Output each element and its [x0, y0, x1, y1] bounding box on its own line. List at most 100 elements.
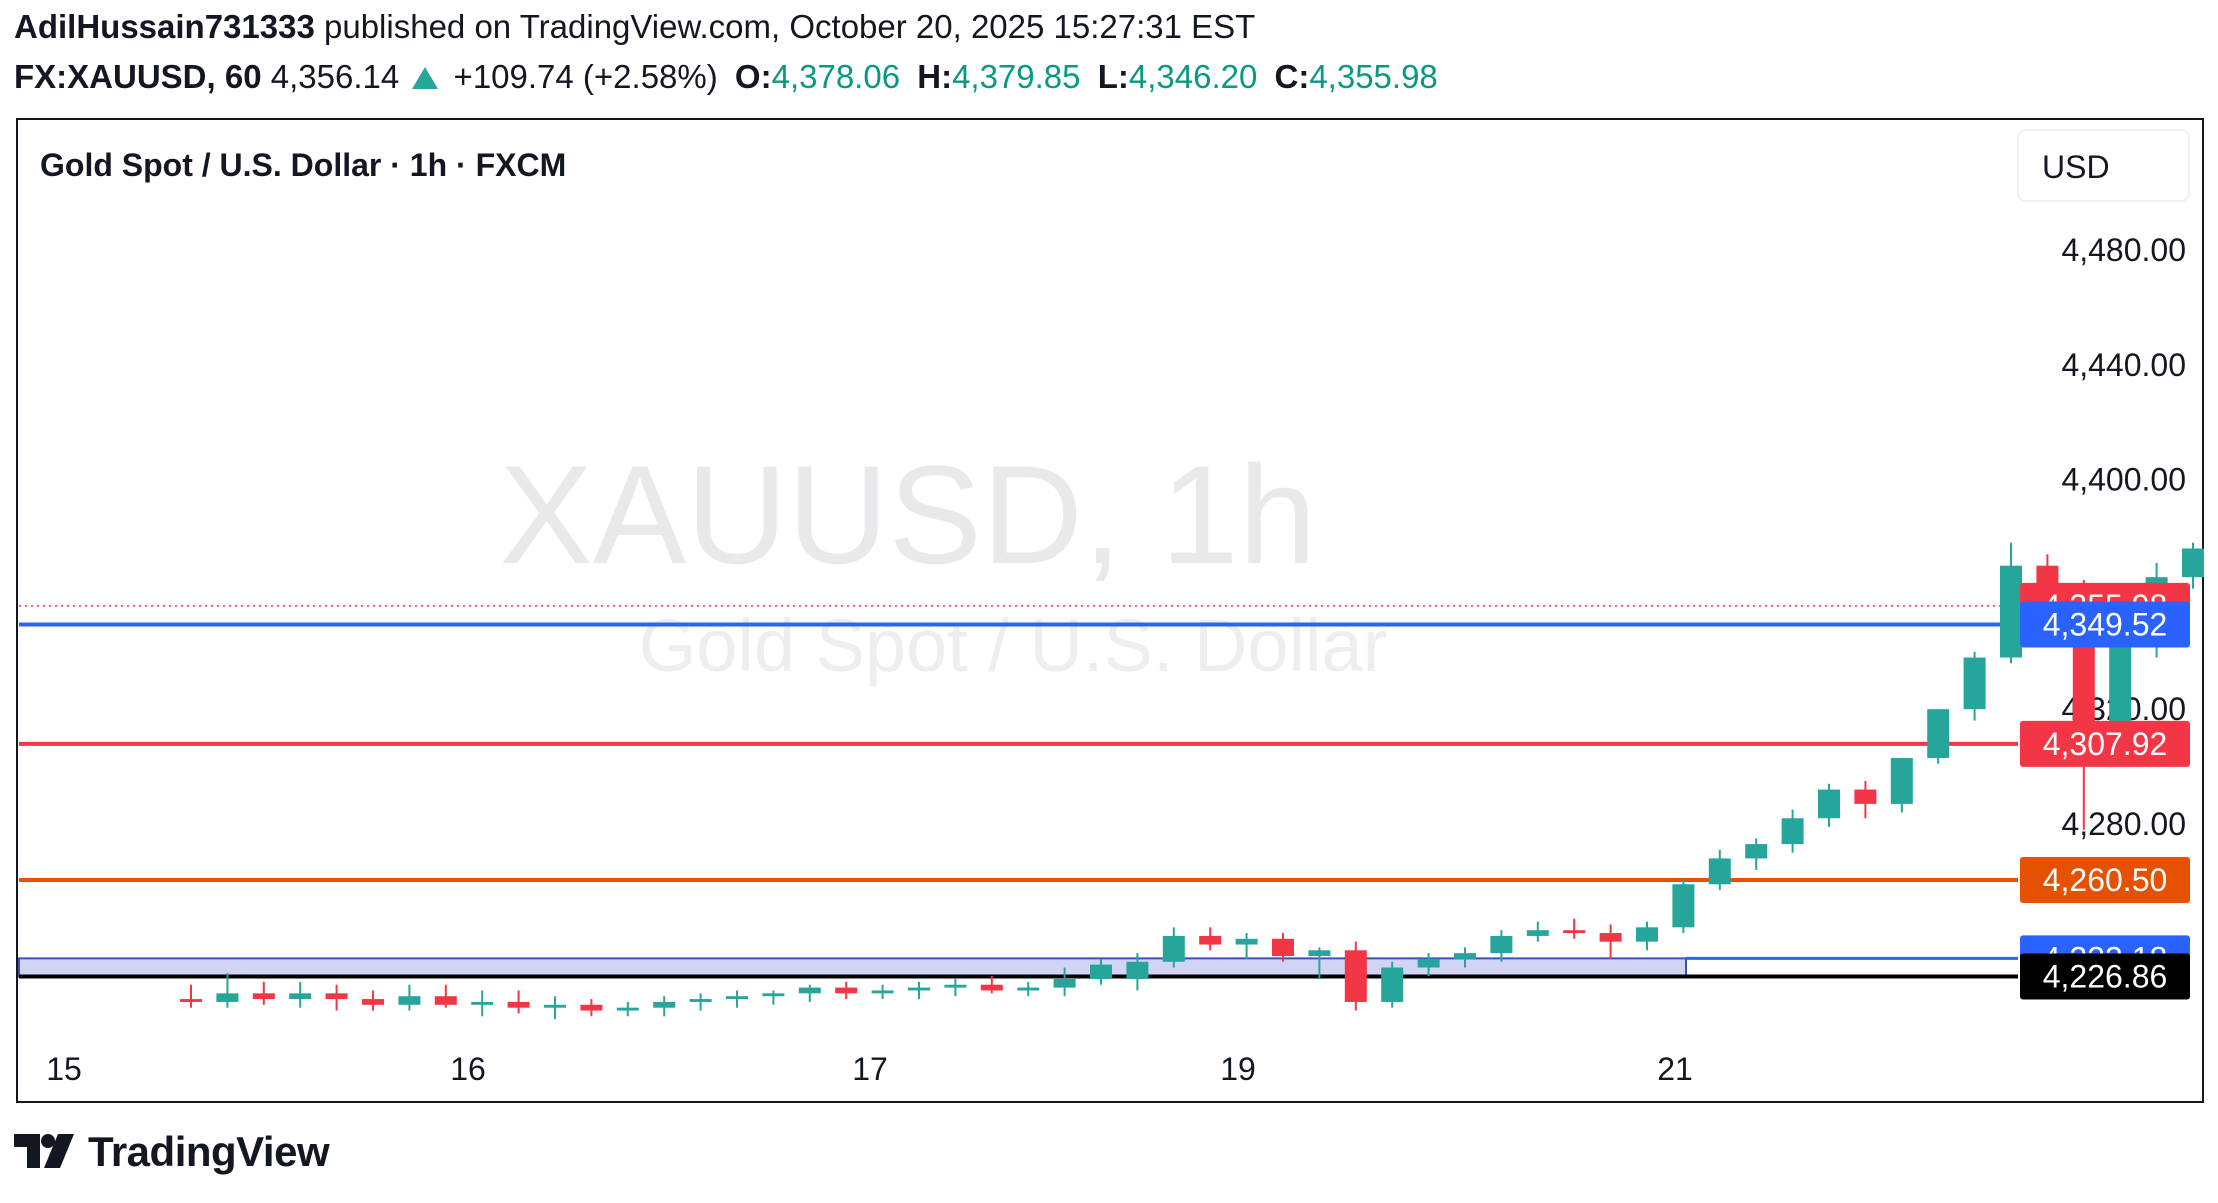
- candle: [1890, 757, 1913, 813]
- candle-body: [2182, 548, 2204, 578]
- candle: [1490, 930, 1513, 962]
- high-label: H:: [917, 58, 953, 95]
- candle-body: [798, 987, 821, 994]
- brand-name[interactable]: TradingView: [88, 1128, 330, 1175]
- candle-body: [2072, 625, 2095, 733]
- candle: [689, 993, 712, 1011]
- candle-body: [471, 1001, 494, 1005]
- candle: [1090, 958, 1112, 985]
- price-label: 4,349.52: [2020, 601, 2190, 648]
- candle: [1708, 849, 1731, 891]
- chart[interactable]: XAUUSD, 1h Gold Spot / U.S. Dollar 4,480…: [0, 0, 2218, 1120]
- x-axis-label: 17: [852, 1051, 888, 1087]
- y-tick-label: 4,440.00: [2061, 347, 2186, 383]
- candle-body: [325, 993, 348, 1000]
- candle: [1017, 981, 1040, 997]
- candle-body: [762, 993, 785, 997]
- candle-body: [398, 996, 421, 1005]
- candle-body: [1017, 987, 1040, 991]
- author-name[interactable]: AdilHussain731333: [14, 8, 315, 45]
- price-label-text: 4,349.52: [2043, 606, 2168, 642]
- candle: [471, 990, 494, 1017]
- candle-body: [1708, 858, 1731, 885]
- candle-body: [1927, 709, 1950, 758]
- ohlc-header: FX:XAUUSD, 60 4,356.14 +109.74 (+2.58%) …: [14, 58, 1438, 96]
- candle-body: [1854, 789, 1877, 804]
- candle: [1272, 933, 1294, 962]
- candle-body: [1599, 933, 1622, 942]
- publish-header: AdilHussain731333 published on TradingVi…: [14, 8, 1255, 46]
- candle-body: [1890, 757, 1913, 804]
- candle-body: [1272, 938, 1294, 957]
- candle: [1199, 927, 1222, 951]
- y-tick-label: 4,280.00: [2061, 806, 2186, 842]
- candle: [289, 981, 312, 1008]
- candle: [1381, 961, 1404, 1008]
- price-label: 4,226.86: [2020, 953, 2190, 1000]
- candle: [1235, 933, 1258, 959]
- x-axis-label: 19: [1220, 1051, 1256, 1087]
- tradingview-logo-icon: [14, 1134, 74, 1168]
- open-label: O:: [734, 58, 772, 95]
- candle: [1636, 921, 1658, 951]
- currency-button[interactable]: [2017, 129, 2190, 202]
- candle-body: [1526, 930, 1549, 936]
- low-label: L:: [1097, 58, 1129, 95]
- candle: [871, 984, 894, 1000]
- candle-body: [580, 1004, 603, 1011]
- candle: [252, 981, 275, 1005]
- candle-body: [1490, 935, 1513, 954]
- price-label: 4,260.50: [2020, 856, 2190, 903]
- candle-body: [1417, 958, 1440, 968]
- high-value: 4,379.85: [952, 58, 1081, 95]
- candle: [1854, 780, 1877, 819]
- price-label-text: 4,307.92: [2043, 726, 2168, 762]
- last-price: 4,356.14: [270, 58, 400, 95]
- candle: [908, 981, 930, 1000]
- candle-body: [544, 1004, 566, 1008]
- candle-body: [1781, 818, 1804, 845]
- candle: [616, 1001, 639, 1017]
- candle-body: [689, 999, 712, 1002]
- x-axis-label: 16: [450, 1051, 486, 1087]
- candle: [2000, 542, 2022, 664]
- triangle-up-icon: [412, 67, 439, 89]
- candle-body: [1381, 967, 1404, 1002]
- price-label-box: [2020, 856, 2190, 903]
- candle-body: [252, 993, 275, 1000]
- watermark-sub: Gold Spot / U.S. Dollar: [639, 604, 1388, 687]
- candle: [798, 984, 821, 1002]
- candle-body: [616, 1007, 639, 1011]
- candle: [1781, 809, 1804, 853]
- candle: [1599, 924, 1622, 959]
- candle-body: [980, 984, 1003, 991]
- candle: [216, 973, 239, 1008]
- candle-body: [1963, 657, 1986, 710]
- candle: [434, 984, 457, 1008]
- candle: [726, 990, 748, 1008]
- y-tick-label: 4,400.00: [2061, 462, 2186, 498]
- candle-body: [1199, 935, 1222, 945]
- candle-body: [1672, 884, 1695, 928]
- candle-body: [1126, 961, 1149, 979]
- candle-body: [1235, 938, 1258, 945]
- candle-body: [835, 987, 858, 994]
- chart-frame: [16, 118, 2204, 1103]
- candle-body: [289, 993, 312, 1000]
- candle-body: [944, 984, 967, 988]
- candle: [980, 976, 1003, 994]
- candle-body: [2109, 646, 2132, 733]
- open-value: 4,378.06: [771, 58, 901, 95]
- candle: [1927, 709, 1950, 764]
- candle: [1963, 651, 1986, 721]
- y-tick-label: 4,480.00: [2061, 232, 2186, 268]
- candle-body: [1818, 789, 1840, 819]
- candle-body: [434, 996, 457, 1005]
- candle: [1818, 783, 1840, 827]
- candle: [1053, 967, 1076, 997]
- candle-body: [1162, 935, 1185, 962]
- price-label-box: [2020, 601, 2190, 648]
- candle: [507, 990, 530, 1014]
- candle: [1308, 947, 1331, 979]
- candle-body: [2000, 565, 2022, 658]
